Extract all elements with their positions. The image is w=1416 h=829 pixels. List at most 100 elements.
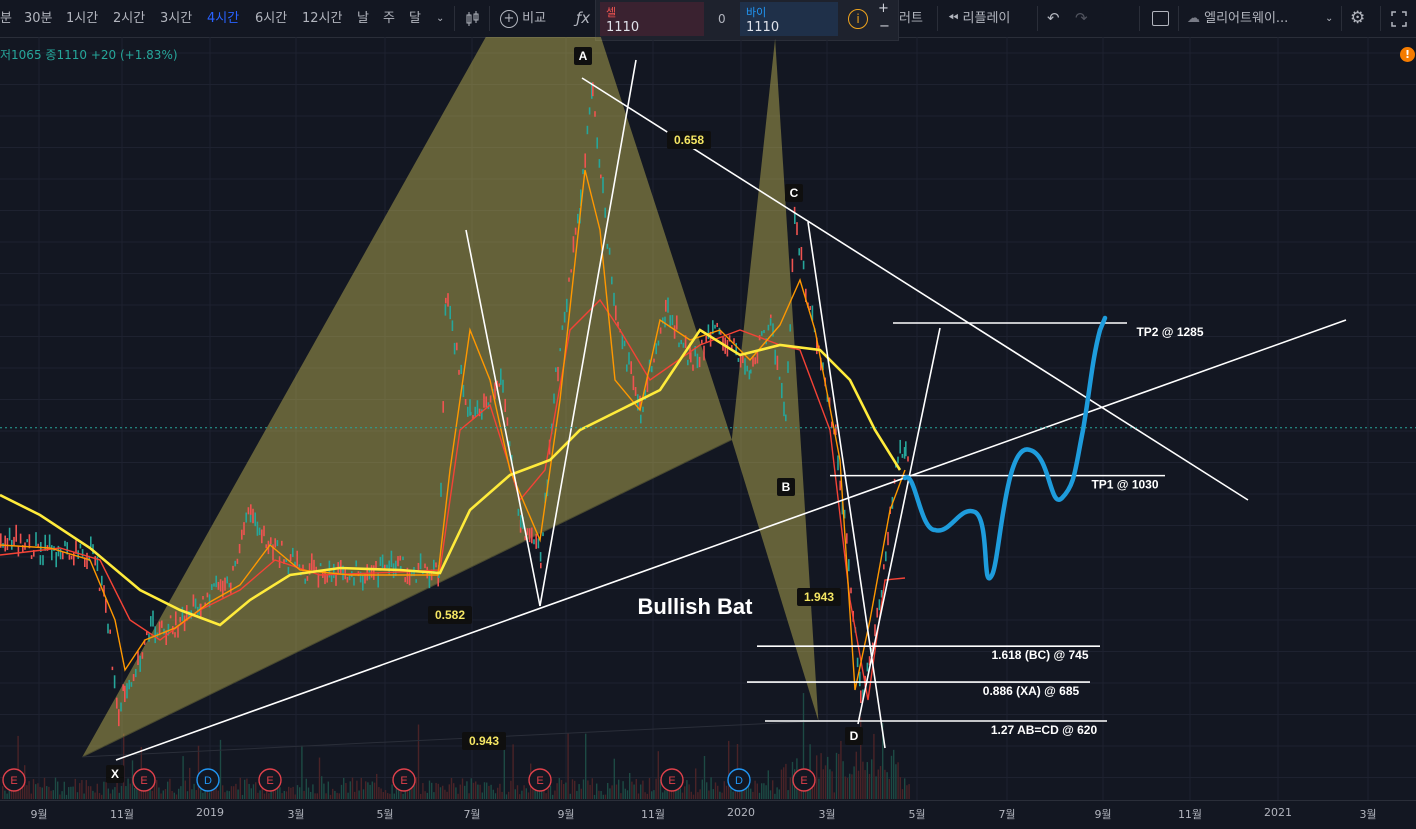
price-candle bbox=[811, 305, 814, 322]
price-candle bbox=[232, 565, 234, 571]
volume-bar bbox=[393, 793, 395, 799]
info-icon[interactable]: i bbox=[848, 9, 868, 29]
quantity-minus-button[interactable]: − bbox=[879, 19, 890, 34]
time-axis-tick: 11월 bbox=[109, 808, 135, 821]
price-candle bbox=[559, 348, 561, 352]
volume-bar bbox=[761, 783, 763, 799]
layout-name: 엘리어트웨이... bbox=[1204, 11, 1289, 26]
chevron-down-icon[interactable]: ⌄ bbox=[1325, 13, 1334, 24]
volume-bar bbox=[587, 780, 589, 799]
price-candle bbox=[642, 406, 644, 413]
volume-bar bbox=[756, 783, 758, 799]
volume-bar bbox=[323, 783, 325, 799]
layout-selector[interactable]: ☁ 엘리어트웨이... bbox=[1187, 0, 1288, 37]
volume-bar bbox=[646, 793, 648, 799]
price-candle bbox=[447, 293, 449, 307]
candle-type-icon[interactable] bbox=[464, 0, 480, 37]
volume-bar bbox=[662, 792, 664, 799]
price-candle bbox=[451, 320, 454, 332]
price-candle bbox=[859, 671, 861, 687]
swing-line bbox=[807, 221, 886, 749]
warning-icon[interactable]: ! bbox=[1400, 47, 1415, 62]
redo-icon[interactable]: ↷ bbox=[1075, 9, 1088, 27]
volume-bar bbox=[354, 791, 356, 799]
indicators-icon[interactable]: ƒx bbox=[576, 9, 591, 27]
price-candle bbox=[174, 632, 176, 638]
price-candle bbox=[88, 555, 90, 562]
interval-1m[interactable]: 분 bbox=[0, 11, 12, 26]
interval-3h[interactable]: 3시간 bbox=[160, 11, 193, 26]
swing-line bbox=[857, 327, 941, 725]
interval-2h[interactable]: 2시간 bbox=[113, 11, 146, 26]
interval-1h[interactable]: 1시간 bbox=[66, 11, 99, 26]
volume-bar bbox=[464, 785, 466, 799]
price-candle bbox=[30, 555, 33, 560]
price-candle bbox=[346, 576, 349, 583]
gear-icon[interactable]: ⚙ bbox=[1350, 8, 1366, 28]
undo-icon[interactable]: ↶ bbox=[1047, 9, 1060, 27]
time-axis-tick: 9월 bbox=[1094, 808, 1112, 821]
price-candle bbox=[370, 565, 373, 578]
time-axis[interactable]: 9월 11월 2019 3월 5월 7월 9월 11월 2020 3월 5월 7월 9월 11월 2021 3… bbox=[0, 800, 1416, 829]
volume-bar bbox=[15, 784, 17, 799]
volume-bar bbox=[846, 777, 849, 799]
interval-4h[interactable]: 4시간 bbox=[207, 11, 240, 26]
price-candle bbox=[375, 561, 377, 570]
interval-week[interactable]: 주 bbox=[383, 11, 395, 26]
price-candle bbox=[561, 325, 564, 330]
volume-bar bbox=[230, 786, 233, 799]
interval-30m[interactable]: 30분 bbox=[24, 11, 53, 26]
volume-bar bbox=[127, 778, 129, 799]
price-candle bbox=[408, 571, 411, 586]
price-candle bbox=[222, 580, 224, 598]
volume-bar bbox=[901, 789, 904, 799]
price-candle bbox=[500, 368, 502, 385]
volume-bar bbox=[160, 793, 162, 799]
volume-bar bbox=[888, 778, 890, 799]
price-candle bbox=[831, 421, 833, 429]
indicator-button[interactable]: 러트 bbox=[899, 11, 923, 26]
layout-icon[interactable] bbox=[1152, 0, 1169, 37]
volume-bar bbox=[552, 794, 554, 799]
price-candle bbox=[33, 550, 35, 557]
price-candle bbox=[298, 564, 301, 569]
price-candle bbox=[116, 697, 118, 709]
sell-button[interactable]: 셀 1110 bbox=[600, 2, 704, 36]
volume-bar bbox=[442, 785, 444, 799]
price-candle bbox=[761, 331, 763, 336]
volume-bar bbox=[30, 793, 32, 799]
buy-button[interactable]: 바이 1110 bbox=[740, 2, 838, 36]
volume-bar bbox=[908, 784, 910, 799]
price-candle bbox=[103, 585, 105, 597]
interval-month[interactable]: 달 bbox=[409, 11, 421, 26]
interval-12h[interactable]: 12시간 bbox=[302, 11, 343, 26]
volume-bar bbox=[453, 783, 455, 799]
price-candle bbox=[763, 329, 765, 334]
volume-bar bbox=[785, 763, 787, 799]
price-candle bbox=[139, 655, 141, 672]
volume-bar bbox=[365, 781, 367, 799]
compare-button[interactable]: + 비교 bbox=[500, 0, 546, 37]
volume-bar bbox=[833, 792, 835, 799]
price-chart[interactable]: TP2 @ 1285 TP1 @ 1030 1.618 (BC) @ 745 0.88… bbox=[0, 37, 1416, 800]
replay-button[interactable]: ⏪︎ 리플레이 bbox=[948, 0, 1010, 37]
price-candle bbox=[68, 554, 71, 560]
volume-bar bbox=[699, 789, 701, 799]
volume-bar bbox=[591, 778, 593, 799]
price-candle bbox=[179, 616, 181, 623]
price-candle bbox=[598, 159, 601, 168]
price-candle bbox=[442, 401, 444, 413]
volume-bar bbox=[479, 784, 481, 799]
event-label: E bbox=[800, 775, 807, 787]
compare-label: 비교 bbox=[522, 11, 547, 26]
chevron-down-icon[interactable]: ⌄ bbox=[436, 13, 445, 24]
interval-day[interactable]: 날 bbox=[357, 11, 369, 26]
volume-bar bbox=[776, 787, 778, 799]
price-candle bbox=[754, 357, 756, 365]
price-candle bbox=[816, 337, 818, 355]
fullscreen-icon[interactable] bbox=[1390, 0, 1408, 37]
quantity-plus-button[interactable]: + bbox=[878, 1, 889, 16]
volume-bar bbox=[120, 786, 123, 799]
interval-6h[interactable]: 6시간 bbox=[255, 11, 288, 26]
price-candle bbox=[42, 555, 44, 566]
